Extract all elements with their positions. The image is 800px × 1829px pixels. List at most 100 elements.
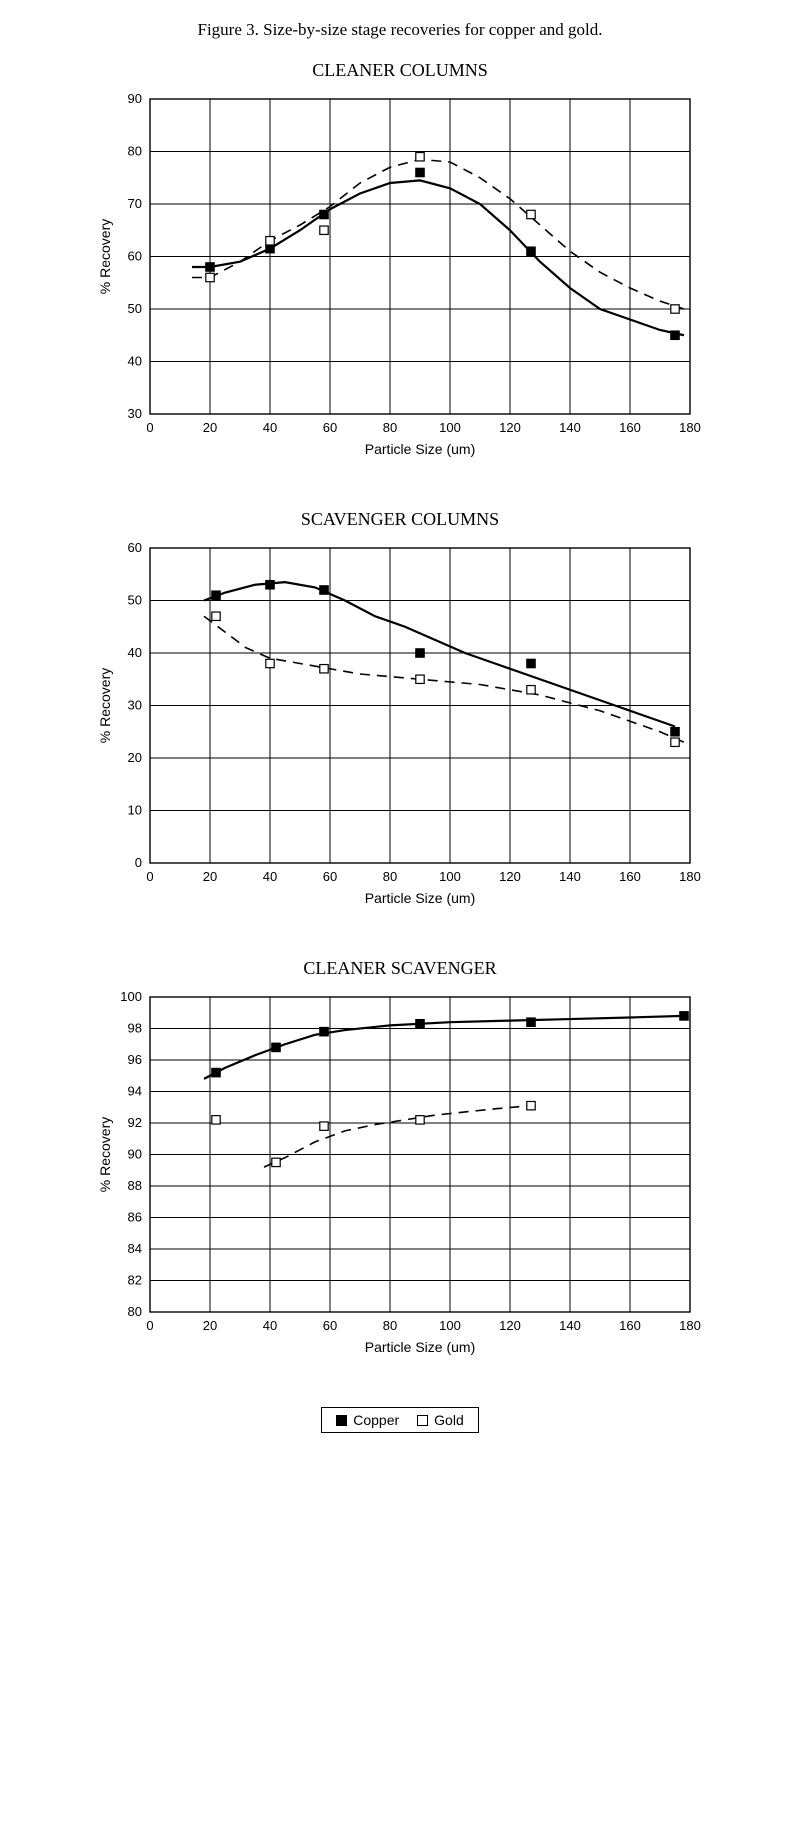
chart-title-scavenger_columns: SCAVENGER COLUMNS (30, 509, 770, 530)
chart-title-cleaner_columns: CLEANER COLUMNS (30, 60, 770, 81)
svg-text:80: 80 (128, 1304, 142, 1319)
svg-text:100: 100 (439, 869, 461, 884)
legend-label-gold: Gold (434, 1412, 464, 1428)
svg-text:0: 0 (146, 1318, 153, 1333)
chart-block-cleaner_columns: CLEANER COLUMNS0204060801001201401601803… (30, 60, 770, 469)
marker-gold (527, 1101, 535, 1109)
legend-item-gold: Gold (417, 1412, 464, 1428)
marker-copper (527, 1018, 535, 1026)
marker-copper (212, 1068, 220, 1076)
svg-text:Particle Size (um): Particle Size (um) (365, 890, 475, 906)
svg-text:20: 20 (203, 420, 217, 435)
svg-text:140: 140 (559, 869, 581, 884)
marker-copper (266, 581, 274, 589)
svg-text:80: 80 (383, 869, 397, 884)
svg-text:0: 0 (135, 855, 142, 870)
marker-copper (671, 331, 679, 339)
svg-text:80: 80 (383, 420, 397, 435)
svg-text:60: 60 (128, 540, 142, 555)
svg-text:96: 96 (128, 1052, 142, 1067)
svg-text:180: 180 (679, 869, 701, 884)
marker-copper (527, 247, 535, 255)
chart-cleaner_scavenger: 0204060801001201401601808082848688909294… (90, 987, 710, 1377)
svg-text:50: 50 (128, 301, 142, 316)
svg-text:80: 80 (128, 144, 142, 159)
svg-text:100: 100 (439, 420, 461, 435)
svg-text:20: 20 (203, 869, 217, 884)
marker-gold (206, 273, 214, 281)
curve-gold (264, 1106, 531, 1167)
chart-title-cleaner_scavenger: CLEANER SCAVENGER (30, 958, 770, 979)
marker-gold (320, 665, 328, 673)
marker-gold (671, 305, 679, 313)
marker-copper (680, 1012, 688, 1020)
svg-text:140: 140 (559, 1318, 581, 1333)
marker-gold (320, 1122, 328, 1130)
marker-copper (206, 263, 214, 271)
svg-text:160: 160 (619, 1318, 641, 1333)
svg-text:60: 60 (323, 1318, 337, 1333)
svg-text:80: 80 (383, 1318, 397, 1333)
svg-text:120: 120 (499, 420, 521, 435)
marker-copper (416, 1020, 424, 1028)
svg-text:% Recovery: % Recovery (97, 219, 113, 294)
marker-gold (416, 675, 424, 683)
svg-text:Particle Size (um): Particle Size (um) (365, 441, 475, 457)
legend-wrap: Copper Gold (30, 1407, 770, 1433)
svg-text:92: 92 (128, 1115, 142, 1130)
svg-text:88: 88 (128, 1178, 142, 1193)
square-filled-icon (336, 1415, 347, 1426)
marker-copper (320, 1027, 328, 1035)
chart-block-scavenger_columns: SCAVENGER COLUMNS02040608010012014016018… (30, 509, 770, 918)
svg-text:90: 90 (128, 1147, 142, 1162)
marker-copper (320, 586, 328, 594)
svg-text:160: 160 (619, 869, 641, 884)
marker-gold (320, 226, 328, 234)
svg-text:86: 86 (128, 1210, 142, 1225)
svg-text:0: 0 (146, 869, 153, 884)
svg-text:20: 20 (203, 1318, 217, 1333)
svg-text:30: 30 (128, 698, 142, 713)
svg-text:90: 90 (128, 91, 142, 106)
marker-copper (416, 649, 424, 657)
svg-text:60: 60 (323, 420, 337, 435)
svg-text:40: 40 (128, 354, 142, 369)
svg-text:30: 30 (128, 406, 142, 421)
marker-copper (527, 659, 535, 667)
legend-label-copper: Copper (353, 1412, 399, 1428)
square-open-icon (417, 1415, 428, 1426)
marker-copper (320, 210, 328, 218)
svg-text:160: 160 (619, 420, 641, 435)
marker-gold (212, 1116, 220, 1124)
svg-text:98: 98 (128, 1021, 142, 1036)
svg-text:100: 100 (120, 989, 142, 1004)
marker-copper (416, 168, 424, 176)
marker-gold (212, 612, 220, 620)
svg-text:50: 50 (128, 593, 142, 608)
marker-copper (212, 591, 220, 599)
curve-gold (204, 616, 684, 742)
marker-gold (416, 1116, 424, 1124)
svg-text:40: 40 (128, 645, 142, 660)
svg-text:40: 40 (263, 420, 277, 435)
svg-text:70: 70 (128, 196, 142, 211)
marker-copper (272, 1043, 280, 1051)
svg-text:20: 20 (128, 750, 142, 765)
marker-gold (266, 659, 274, 667)
chart-scavenger_columns: 0204060801001201401601800102030405060Par… (90, 538, 710, 918)
svg-text:Particle Size (um): Particle Size (um) (365, 1339, 475, 1355)
marker-gold (527, 686, 535, 694)
marker-gold (266, 237, 274, 245)
chart-cleaner_columns: 02040608010012014016018030405060708090Pa… (90, 89, 710, 469)
charts-container: CLEANER COLUMNS0204060801001201401601803… (30, 60, 770, 1377)
svg-text:94: 94 (128, 1084, 142, 1099)
curve-copper (204, 582, 675, 726)
svg-text:120: 120 (499, 1318, 521, 1333)
svg-text:180: 180 (679, 1318, 701, 1333)
figure-caption: Figure 3. Size-by-size stage recoveries … (30, 20, 770, 40)
svg-text:0: 0 (146, 420, 153, 435)
marker-gold (671, 738, 679, 746)
svg-text:60: 60 (128, 249, 142, 264)
svg-text:10: 10 (128, 803, 142, 818)
svg-text:60: 60 (323, 869, 337, 884)
